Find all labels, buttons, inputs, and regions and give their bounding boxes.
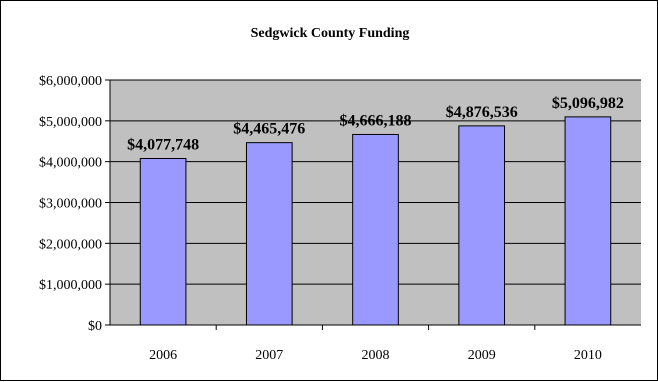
chart-title: Sedgwick County Funding xyxy=(251,26,410,41)
y-tick-label: $4,000,000 xyxy=(39,156,102,171)
axes xyxy=(105,79,641,330)
data-label-2006: $4,077,748 xyxy=(127,136,199,153)
data-label-2007: $4,465,476 xyxy=(233,121,305,138)
y-tick-label: $2,000,000 xyxy=(39,237,102,252)
y-tick-label: $6,000,000 xyxy=(39,74,102,89)
bars xyxy=(139,116,612,326)
x-tick-label: 2007 xyxy=(255,348,283,363)
bar-2008 xyxy=(352,133,399,326)
y-tick-label: $5,000,000 xyxy=(39,115,102,130)
y-tick-label: $0 xyxy=(88,319,102,334)
x-tick-label: 2008 xyxy=(362,348,390,363)
data-label-2008: $4,666,188 xyxy=(340,112,412,129)
x-tick-label: 2006 xyxy=(149,348,177,363)
y-tick-label: $1,000,000 xyxy=(39,278,102,293)
bar-2009 xyxy=(458,125,506,326)
y-tick-label: $3,000,000 xyxy=(39,197,102,212)
data-label-2009: $4,876,536 xyxy=(446,104,518,121)
bar-2010 xyxy=(564,116,612,326)
data-label-2010: $5,096,982 xyxy=(552,95,624,112)
bar-2007 xyxy=(245,142,293,326)
bar-2006 xyxy=(139,157,187,326)
x-tick-label: 2010 xyxy=(574,348,602,363)
labels: $0 $1,000,000 $2,000,000 $3,000,000 $4,000,0… xyxy=(39,74,624,363)
x-tick-label: 2009 xyxy=(468,348,496,363)
